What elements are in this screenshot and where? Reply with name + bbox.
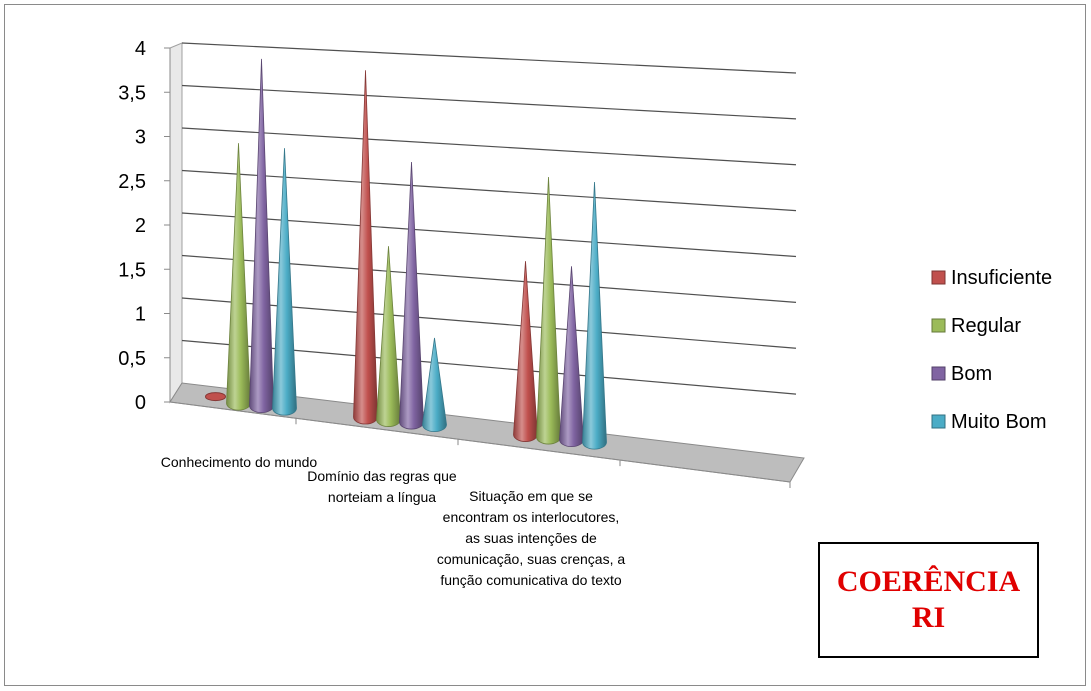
x-axis-line: [169, 401, 791, 483]
legend: Insuficiente Regular Bom Muito Bom: [931, 267, 1052, 433]
legend-label: Insuficiente: [951, 267, 1052, 289]
coerencia-ri-badge: COERÊNCIA RI: [818, 542, 1039, 658]
legend-swatch: [931, 270, 946, 285]
cone-body: [422, 337, 447, 432]
category-label-3: Situação em que se encontram os interloc…: [436, 488, 626, 588]
chart-walls: [169, 42, 805, 483]
cone-insuficiente: [205, 392, 226, 402]
legend-label: Muito Bom: [951, 411, 1047, 433]
cone-muito-bom: [422, 337, 447, 432]
y-tick-label: 3: [135, 127, 146, 149]
legend-label: Regular: [951, 315, 1021, 337]
cones: [205, 58, 607, 450]
gridline: [181, 84, 797, 120]
legend-swatch: [931, 318, 946, 333]
y-tick-label: 3,5: [118, 82, 146, 104]
y-tick-label: 1: [135, 304, 146, 326]
cone-muito-bom: [272, 148, 297, 416]
y-tick-label: 0,5: [118, 348, 146, 370]
cone-body: [272, 148, 297, 416]
y-tick-label: 4: [135, 38, 146, 60]
category-label-2: Domínio das regras que norteiam a língua: [307, 468, 457, 505]
gridline: [181, 127, 797, 166]
y-tick-label: 2: [135, 215, 146, 237]
legend-swatch: [931, 414, 946, 429]
legend-label: Bom: [951, 363, 992, 385]
y-tick-label: 0: [135, 392, 146, 414]
badge-line-1: COERÊNCIA: [836, 565, 1021, 598]
y-tick-label: 2,5: [118, 171, 146, 193]
cone-body: [582, 182, 607, 450]
gridline: [181, 42, 797, 74]
y-axis: 0 0,5 1 1,5 2 2,5 3 3,5 4: [118, 38, 791, 488]
y-tick-label: 1,5: [118, 259, 146, 281]
back-wall: [182, 43, 796, 440]
category-label-1: Conhecimento do mundo: [160, 454, 318, 470]
badge-line-2: RI: [911, 601, 946, 634]
cone-muito-bom: [582, 182, 607, 450]
side-wall: [169, 42, 183, 404]
legend-swatch: [931, 366, 946, 381]
